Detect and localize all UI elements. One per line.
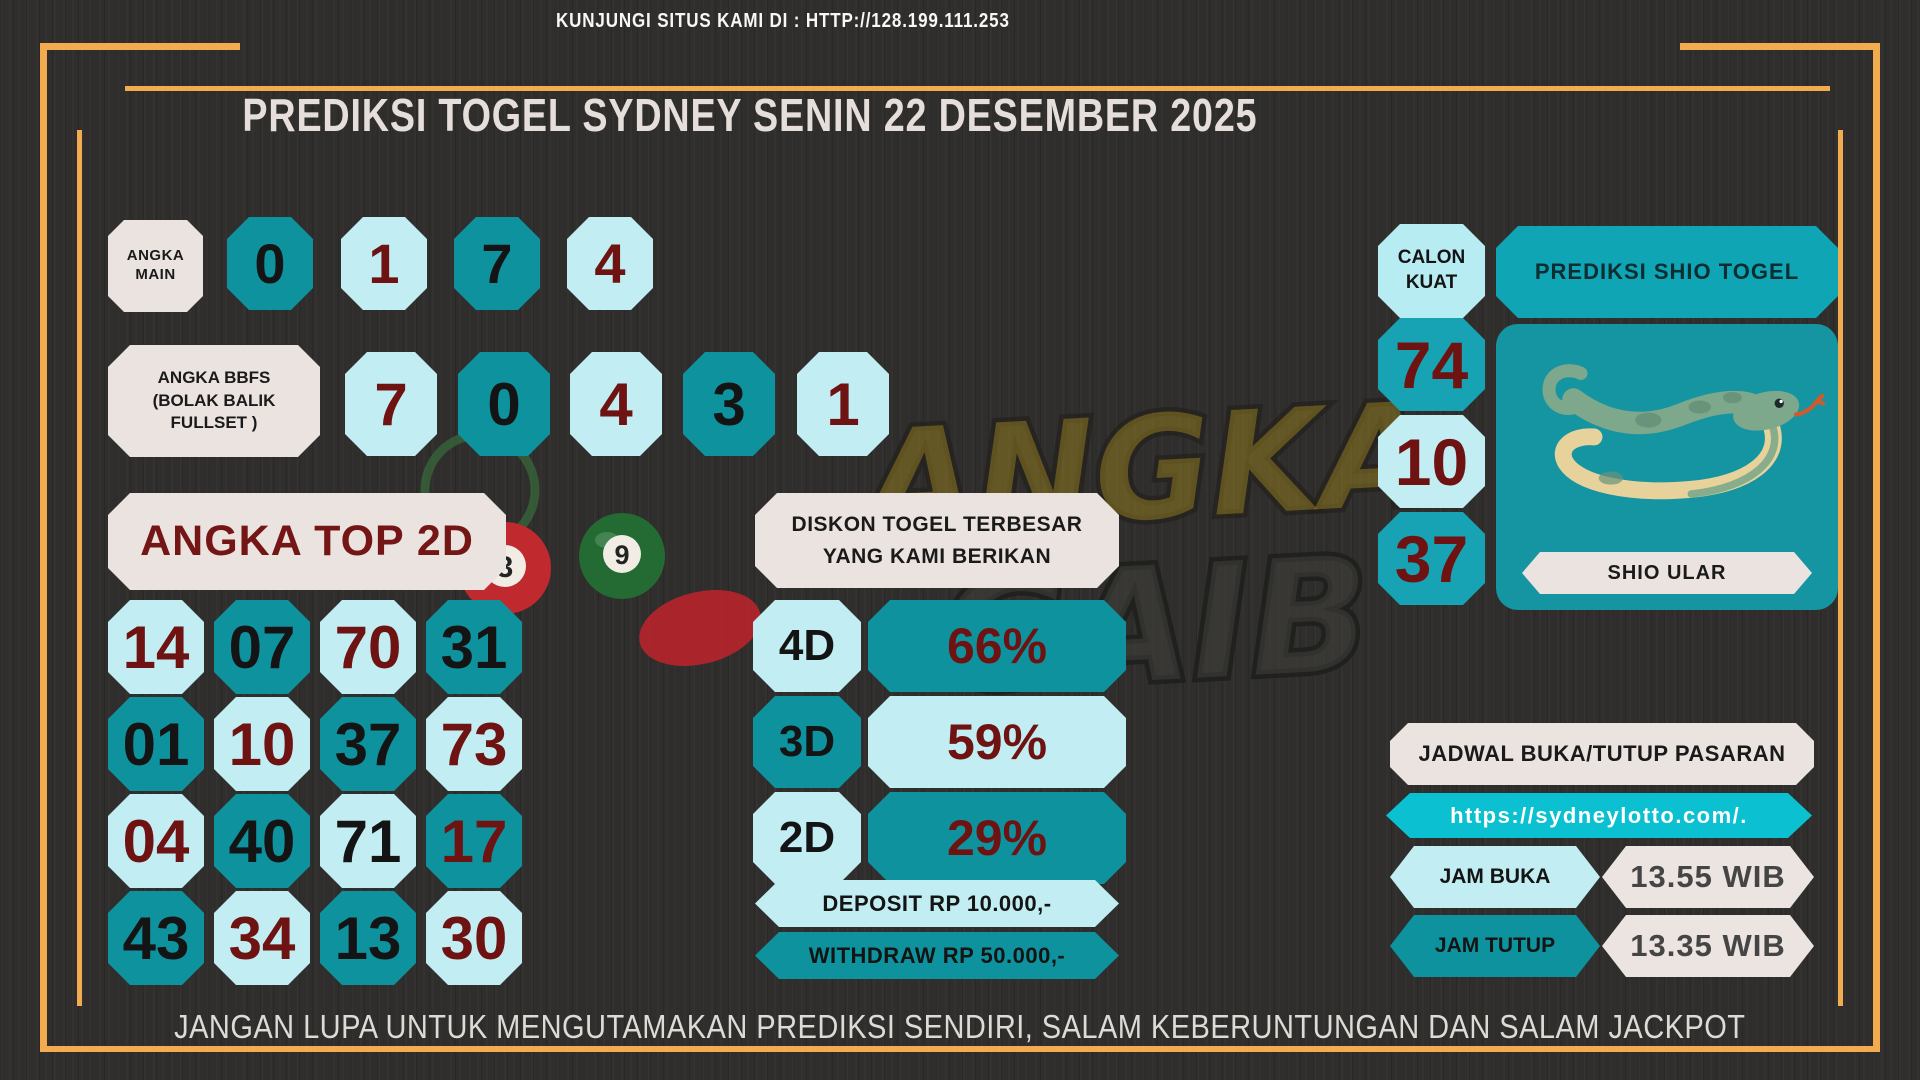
angka-bbfs-digit: 4 [570, 352, 662, 456]
jam-tutup-label: JAM TUTUP [1390, 915, 1600, 977]
svg-text:9: 9 [614, 540, 629, 570]
red-blob-icon [639, 589, 761, 667]
top2d-cell: 70 [320, 600, 416, 694]
calon-kuat-number: 37 [1378, 512, 1485, 605]
angka-main-digit: 4 [567, 217, 653, 310]
shio-name-band: SHIO ULAR [1522, 552, 1812, 594]
diskon-2d-value: 29% [868, 792, 1126, 884]
diskon-3d-value: 59% [868, 696, 1126, 788]
angka-bbfs-digit: 7 [345, 352, 437, 456]
angka-bbfs-label-line: ANGKA BBFS [157, 367, 271, 387]
calon-kuat-label: CALON KUAT [1378, 224, 1485, 318]
jadwal-title: JADWAL BUKA/TUTUP PASARAN [1390, 723, 1814, 785]
top2d-cell: 14 [108, 600, 204, 694]
angka-main-digit: 7 [454, 217, 540, 310]
frame-accent-line [1680, 43, 1880, 50]
top2d-cell: 10 [214, 697, 310, 791]
shio-panel-title: PREDIKSI SHIO TOGEL [1496, 226, 1838, 318]
top2d-cell: 40 [214, 794, 310, 888]
frame-accent-line [40, 43, 47, 1046]
withdraw-banner: WITHDRAW RP 50.000,- [755, 932, 1119, 979]
diskon-4d-value: 66% [868, 600, 1126, 692]
shio-panel: SHIO ULAR [1496, 324, 1838, 610]
footer-message: JANGAN LUPA UNTUK MENGUTAMAKAN PREDIKSI … [174, 1008, 1746, 1045]
top2d-cell: 43 [108, 891, 204, 985]
frame-accent-line [1838, 130, 1843, 1006]
frame-accent-line [40, 1046, 1880, 1052]
page-title: PREDIKSI TOGEL SYDNEY SENIN 22 DESEMBER … [242, 89, 1258, 141]
angka-bbfs-label-line: FULLSET ) [170, 413, 258, 433]
angka-bbfs-digit: 0 [458, 352, 550, 456]
diskon-title: DISKON TOGEL TERBESAR YANG KAMI BERIKAN [755, 493, 1119, 588]
calon-kuat-label-line: KUAT [1405, 272, 1458, 293]
top2d-cell: 73 [426, 697, 522, 791]
angka-top2d-title: ANGKA TOP 2D [108, 493, 506, 590]
diskon-4d-label: 4D [753, 600, 861, 692]
angka-main-digit: 1 [341, 217, 427, 310]
top2d-cell: 01 [108, 697, 204, 791]
market-url-link[interactable]: https://sydneylotto.com/. [1386, 793, 1812, 838]
jam-buka-value: 13.55 WIB [1602, 846, 1814, 908]
calon-kuat-label-line: CALON [1397, 247, 1466, 269]
frame-accent-line [125, 86, 1830, 91]
top2d-cell: 37 [320, 697, 416, 791]
diskon-title-line: DISKON TOGEL TERBESAR [791, 513, 1083, 536]
billiard-ball-9-icon: 9 [579, 513, 665, 599]
angka-bbfs-digit: 3 [683, 352, 775, 456]
frame-accent-line [1873, 43, 1880, 1046]
deposit-banner: DEPOSIT RP 10.000,- [755, 880, 1119, 927]
top2d-cell: 13 [320, 891, 416, 985]
diskon-3d-label: 3D [753, 696, 861, 788]
top2d-cell: 34 [214, 891, 310, 985]
top2d-cell: 04 [108, 794, 204, 888]
angka-main-digit: 0 [227, 217, 313, 310]
top2d-cell: 30 [426, 891, 522, 985]
top2d-cell: 71 [320, 794, 416, 888]
jam-tutup-value: 13.35 WIB [1602, 915, 1814, 977]
angka-main-label-line: ANGKA [126, 247, 185, 265]
top-banner: KUNJUNGI SITUS KAMI DI : HTTP://128.199.… [0, 10, 1566, 33]
frame-accent-line [40, 43, 240, 50]
frame-accent-line [77, 130, 82, 1006]
angka-bbfs-label: ANGKA BBFS (BOLAK BALIK FULLSET ) [108, 345, 320, 457]
top2d-cell: 17 [426, 794, 522, 888]
angka-main-label-line: MAIN [135, 266, 176, 283]
diskon-title-line: YANG KAMI BERIKAN [822, 544, 1052, 568]
angka-main-label: ANGKA MAIN [108, 220, 203, 312]
top2d-cell: 31 [426, 600, 522, 694]
snake-icon [1542, 364, 1826, 500]
top2d-cell: 07 [214, 600, 310, 694]
jam-buka-label: JAM BUKA [1390, 846, 1600, 908]
diskon-2d-label: 2D [753, 792, 861, 884]
top-banner-text[interactable]: KUNJUNGI SITUS KAMI DI : HTTP://128.199.… [556, 10, 1010, 32]
calon-kuat-number: 74 [1378, 318, 1485, 411]
angka-bbfs-label-line: (BOLAK BALIK [152, 390, 276, 410]
calon-kuat-number: 10 [1378, 415, 1485, 508]
angka-bbfs-digit: 1 [797, 352, 889, 456]
